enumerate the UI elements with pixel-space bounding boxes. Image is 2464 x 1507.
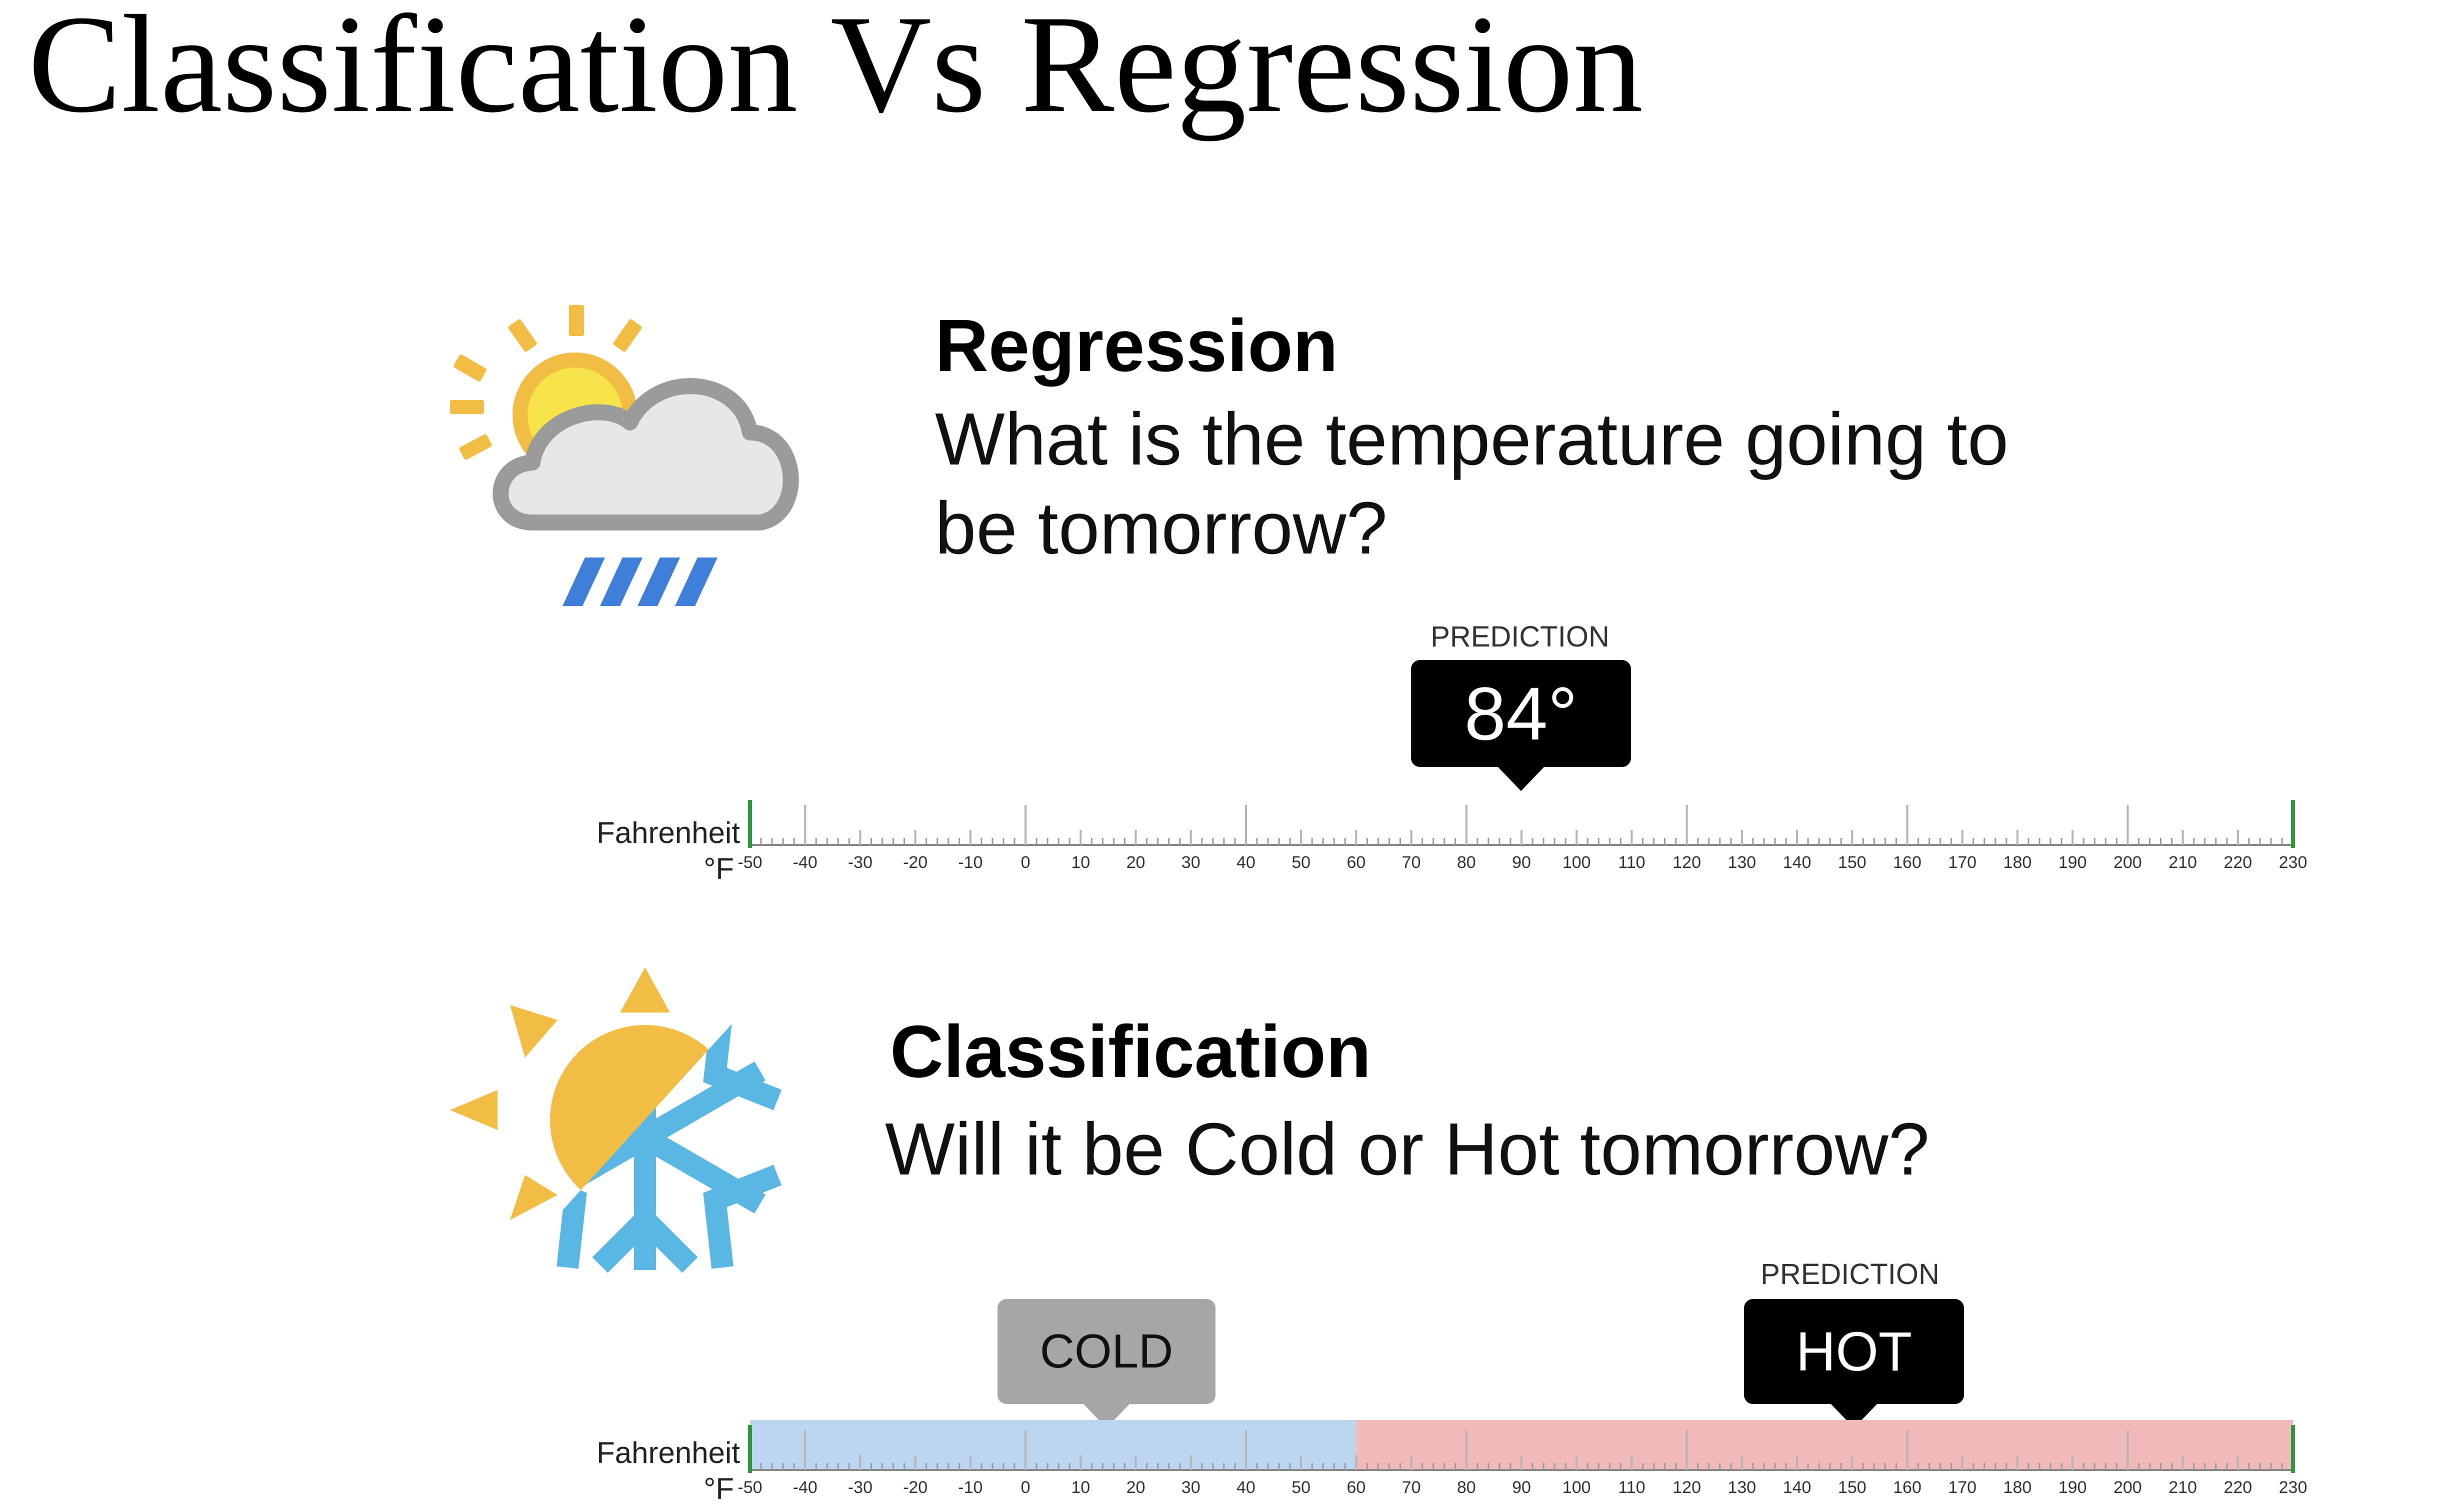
regression-tick-label: 20 (1126, 853, 1146, 872)
classification-tick-label: 40 (1236, 1478, 1256, 1496)
regression-tick-label: -30 (848, 853, 872, 872)
regression-tick-label: 200 (2114, 853, 2142, 872)
regression-tick-label: 170 (1948, 853, 1976, 872)
classification-tick-label: 20 (1126, 1478, 1146, 1496)
regression-tick-label: 80 (1457, 853, 1476, 872)
regression-tick-label: 130 (1728, 853, 1756, 872)
classification-tick-label: 210 (2168, 1478, 2197, 1496)
classification-tick-label: 130 (1728, 1478, 1756, 1496)
classification-tick-label: 140 (1783, 1478, 1812, 1496)
regression-tick-label: 110 (1618, 853, 1645, 872)
classification-tick-label: 170 (1948, 1478, 1976, 1496)
regression-tick-label: 100 (1562, 853, 1591, 872)
regression-axis-label-line-2: °F (704, 852, 734, 886)
classification-axis-label-line-2: °F (704, 1472, 734, 1506)
classification-axis-label-line-1: Fahrenheit (596, 1436, 740, 1470)
classification-tick-label: -10 (958, 1478, 982, 1496)
regression-question-line-1: What is the temperature going to (935, 398, 2009, 480)
regression-tick-label: -20 (903, 853, 928, 872)
regression-tick-label: 220 (2224, 853, 2252, 872)
classification-tick-label: 100 (1562, 1478, 1591, 1496)
hot-label: HOT (1796, 1320, 1912, 1382)
classification-tick-label: 110 (1618, 1478, 1645, 1496)
regression-tick-label: -10 (958, 853, 982, 872)
classification-tick-label: 0 (1021, 1478, 1030, 1496)
hot-bubble: HOT (1744, 1299, 1964, 1428)
regression-tick-label: 230 (2279, 853, 2308, 872)
regression-axis-label-line-1: Fahrenheit (596, 816, 740, 850)
classification-tick-label: -20 (903, 1478, 928, 1496)
regression-tick-label: 90 (1512, 853, 1531, 872)
slide-title: Classification Vs Regression (28, 0, 1644, 142)
regression-tick-label: 70 (1402, 853, 1421, 872)
regression-tick-label: 30 (1182, 853, 1200, 872)
classification-tick-label: 60 (1346, 1478, 1366, 1496)
sun-snowflake-icon (450, 968, 790, 1273)
classification-tick-label: 50 (1292, 1478, 1310, 1496)
cold-label: COLD (1040, 1324, 1174, 1378)
regression-tick-label: 0 (1021, 853, 1030, 872)
sun-cloud-rain-icon (450, 305, 799, 606)
classification-tick-label: 220 (2224, 1478, 2252, 1496)
regression-tick-label: 50 (1292, 853, 1310, 872)
regression-question-line-2: be tomorrow? (935, 486, 1388, 570)
classification-hot-band (1356, 1420, 2293, 1470)
classification-tick-label: 180 (2004, 1478, 2032, 1496)
classification-tick-label: -50 (738, 1478, 762, 1496)
regression-tick-label: 180 (2004, 853, 2032, 872)
classification-axis-label: Fahrenheit °F (540, 1435, 740, 1507)
regression-tick-label: -40 (793, 853, 818, 872)
regression-prediction-value: 84° (1464, 671, 1578, 756)
regression-question: What is the temperature going to be tomo… (935, 395, 2008, 572)
regression-axis-label: Fahrenheit °F (540, 815, 740, 887)
classification-tick-label: 150 (1838, 1478, 1866, 1496)
classification-heading: Classification (890, 1010, 1372, 1093)
regression-tick-label: 190 (2058, 853, 2087, 872)
classification-tick-label: 70 (1402, 1478, 1421, 1496)
regression-tick-label: 140 (1783, 853, 1812, 872)
regression-tick-label: -50 (738, 853, 762, 872)
classification-tick-label: 200 (2114, 1478, 2142, 1496)
regression-tick-label: 160 (1893, 853, 1922, 872)
regression-tick-label: 60 (1346, 853, 1366, 872)
cold-bubble: COLD (998, 1299, 1216, 1428)
classification-tick-label: 160 (1893, 1478, 1922, 1496)
regression-tick-label: 210 (2168, 853, 2197, 872)
classification-tick-label: 30 (1182, 1478, 1200, 1496)
regression-tick-label: 40 (1236, 853, 1256, 872)
classification-tick-label: 120 (1672, 1478, 1701, 1496)
regression-prediction-label: PREDICTION (1430, 620, 1610, 653)
classification-tick-label: 80 (1457, 1478, 1476, 1496)
classification-tick-label: 230 (2279, 1478, 2308, 1496)
regression-tick-label: 150 (1838, 853, 1866, 872)
classification-question: Will it be Cold or Hot tomorrow? (885, 1108, 1930, 1190)
regression-heading: Regression (935, 304, 1338, 387)
classification-cold-band (750, 1420, 1356, 1470)
regression-tick-label: 120 (1672, 853, 1701, 872)
classification-tick-label: -30 (848, 1478, 872, 1496)
classification-tick-label: 10 (1071, 1478, 1090, 1496)
classification-tick-label: 190 (2058, 1478, 2087, 1496)
regression-tick-label: 10 (1071, 853, 1090, 872)
classification-tick-label: 90 (1512, 1478, 1531, 1496)
classification-prediction-label: PREDICTION (1760, 1258, 1940, 1290)
regression-prediction-bubble: 84° (1411, 660, 1631, 791)
classification-tick-label: -40 (793, 1478, 818, 1496)
